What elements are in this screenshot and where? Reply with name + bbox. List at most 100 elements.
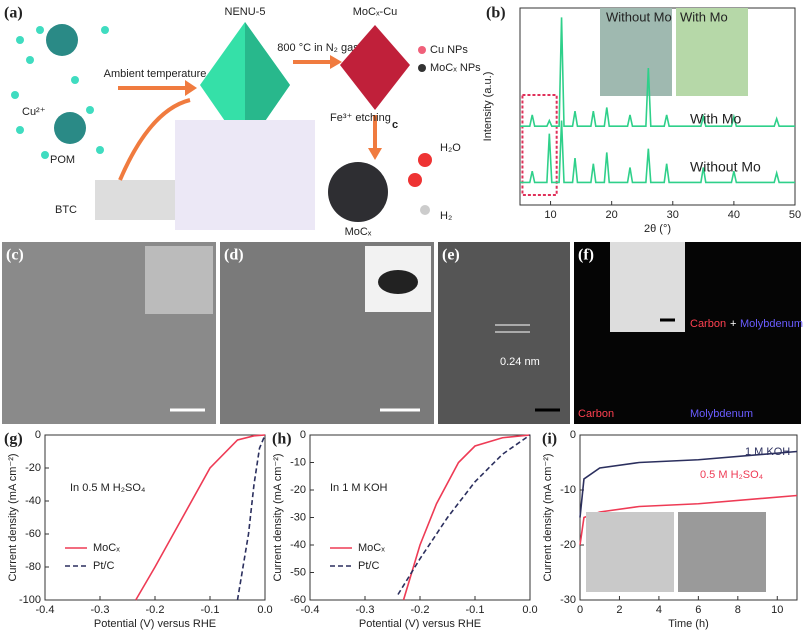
- x-tick-label: 0: [577, 604, 583, 616]
- btc-molecule: [95, 180, 175, 220]
- legend-label: MoCₓ: [93, 542, 120, 554]
- panel-e: 0.24 nm (e): [438, 242, 570, 424]
- panel-label: (c): [6, 247, 24, 264]
- x-tick-label: 20: [606, 209, 618, 221]
- y-tick-label: -100: [19, 594, 41, 606]
- series-line: [579, 450, 798, 518]
- series-label: Without Mo: [690, 159, 761, 175]
- y-axis-label: Current density (mA cm⁻²): [542, 453, 554, 581]
- y-axis-label: Current density (mA cm⁻²): [7, 453, 19, 581]
- label: MoCₓ NPs: [430, 62, 481, 74]
- label: MoCₓ-Cu: [353, 6, 398, 18]
- legend-label: Pt/C: [93, 560, 114, 572]
- powder: [378, 270, 418, 294]
- x-tick-label: 2: [616, 604, 622, 616]
- y-tick-label: 0: [300, 429, 306, 441]
- series-line: [520, 17, 795, 127]
- annotation: In 0.5 M H₂SO₄: [70, 482, 146, 494]
- panel-label: (g): [4, 431, 23, 448]
- series-label: 0.5 M H₂SO₄: [700, 469, 764, 481]
- panel-label: (i): [542, 431, 557, 448]
- y-tick-label: -30: [560, 594, 576, 606]
- y-axis-label: Intensity (a.u.): [482, 72, 494, 142]
- pom-cluster: [46, 24, 78, 56]
- label: POM: [50, 154, 75, 166]
- molecule: [418, 153, 432, 167]
- photo-inset: [600, 8, 672, 96]
- molecule: [408, 173, 422, 187]
- x-tick-label: 10: [544, 209, 556, 221]
- molecule: [420, 205, 430, 215]
- y-tick-label: -80: [25, 561, 41, 573]
- x-tick-label: 40: [728, 209, 740, 221]
- tem-inset: [586, 512, 674, 592]
- y-tick-label: 0: [35, 429, 41, 441]
- panel-label: (f): [578, 247, 594, 264]
- x-tick-label: 4: [656, 604, 662, 616]
- ions: [11, 26, 109, 159]
- panel-label: (e): [442, 247, 460, 264]
- x-tick-label: 30: [667, 209, 679, 221]
- y-tick-label: -40: [290, 539, 306, 551]
- label: NENU-5: [225, 6, 266, 18]
- label: Molybdenum: [690, 408, 753, 420]
- inset: [145, 246, 213, 314]
- series-line: [520, 120, 795, 184]
- x-tick-label: 50: [789, 209, 801, 221]
- inset-label: With Mo: [680, 9, 728, 24]
- panel-f: Carbon + Molybdenum Carbon Molybdenum (f…: [574, 242, 803, 424]
- y-tick-label: -10: [560, 484, 576, 496]
- x-tick-label: -0.1: [466, 604, 485, 616]
- label: Carbon: [690, 318, 726, 330]
- x-tick-label: 8: [735, 604, 741, 616]
- label: Ambient temperature: [104, 68, 207, 80]
- x-tick-label: -0.2: [146, 604, 165, 616]
- label: Carbon: [578, 408, 614, 420]
- x-tick-label: -0.2: [411, 604, 430, 616]
- series-label: 1 M KOH: [745, 446, 790, 458]
- x-tick-label: 0.0: [522, 604, 537, 616]
- x-axis-label: Potential (V) versus RHE: [359, 618, 481, 630]
- series-line: [579, 494, 798, 546]
- y-tick-label: -20: [25, 462, 41, 474]
- x-tick-label: -0.1: [201, 604, 220, 616]
- series-line: [236, 434, 266, 601]
- plot-frame: [309, 434, 531, 601]
- arrow: [368, 148, 382, 160]
- y-tick-label: -30: [290, 511, 306, 523]
- octahedron: [245, 22, 290, 150]
- legend-dot: [418, 46, 426, 54]
- plot-frame: [44, 434, 266, 601]
- x-tick-label: -0.3: [356, 604, 375, 616]
- label: Fe³⁺ etching: [330, 112, 391, 124]
- series-line: [402, 434, 531, 601]
- x-tick-label: -0.4: [301, 604, 320, 616]
- label: 800 °C in N₂ gas: [277, 42, 359, 54]
- arrow: [330, 55, 342, 69]
- label: c: [392, 119, 398, 131]
- x-axis-label: Potential (V) versus RHE: [94, 618, 216, 630]
- y-tick-label: -60: [25, 528, 41, 540]
- framework: [175, 120, 315, 230]
- panel-label: (a): [4, 5, 23, 22]
- x-tick-label: 0.0: [257, 604, 272, 616]
- label: Cu NPs: [430, 44, 468, 56]
- tem-inset: [678, 512, 766, 592]
- x-axis-label: Time (h): [668, 618, 709, 630]
- panel-a: (a) Cu²⁺ POM BTC Ambient temperature NEN…: [4, 5, 481, 238]
- label: MoCₓ: [345, 226, 372, 238]
- arrow: [118, 98, 191, 181]
- y-tick-label: -60: [290, 594, 306, 606]
- y-axis-label: Current density (mA cm⁻²): [272, 453, 284, 581]
- label: H₂O: [440, 142, 461, 154]
- annotation: In 1 M KOH: [330, 482, 388, 494]
- series-line: [397, 434, 531, 595]
- y-tick-label: -20: [290, 484, 306, 496]
- panel-label: (h): [272, 431, 292, 448]
- y-tick-label: -50: [290, 566, 306, 578]
- highlight-box: [521, 94, 558, 196]
- eds-map: [574, 242, 801, 424]
- panel-c: (c): [2, 242, 216, 424]
- x-tick-label: -0.4: [36, 604, 55, 616]
